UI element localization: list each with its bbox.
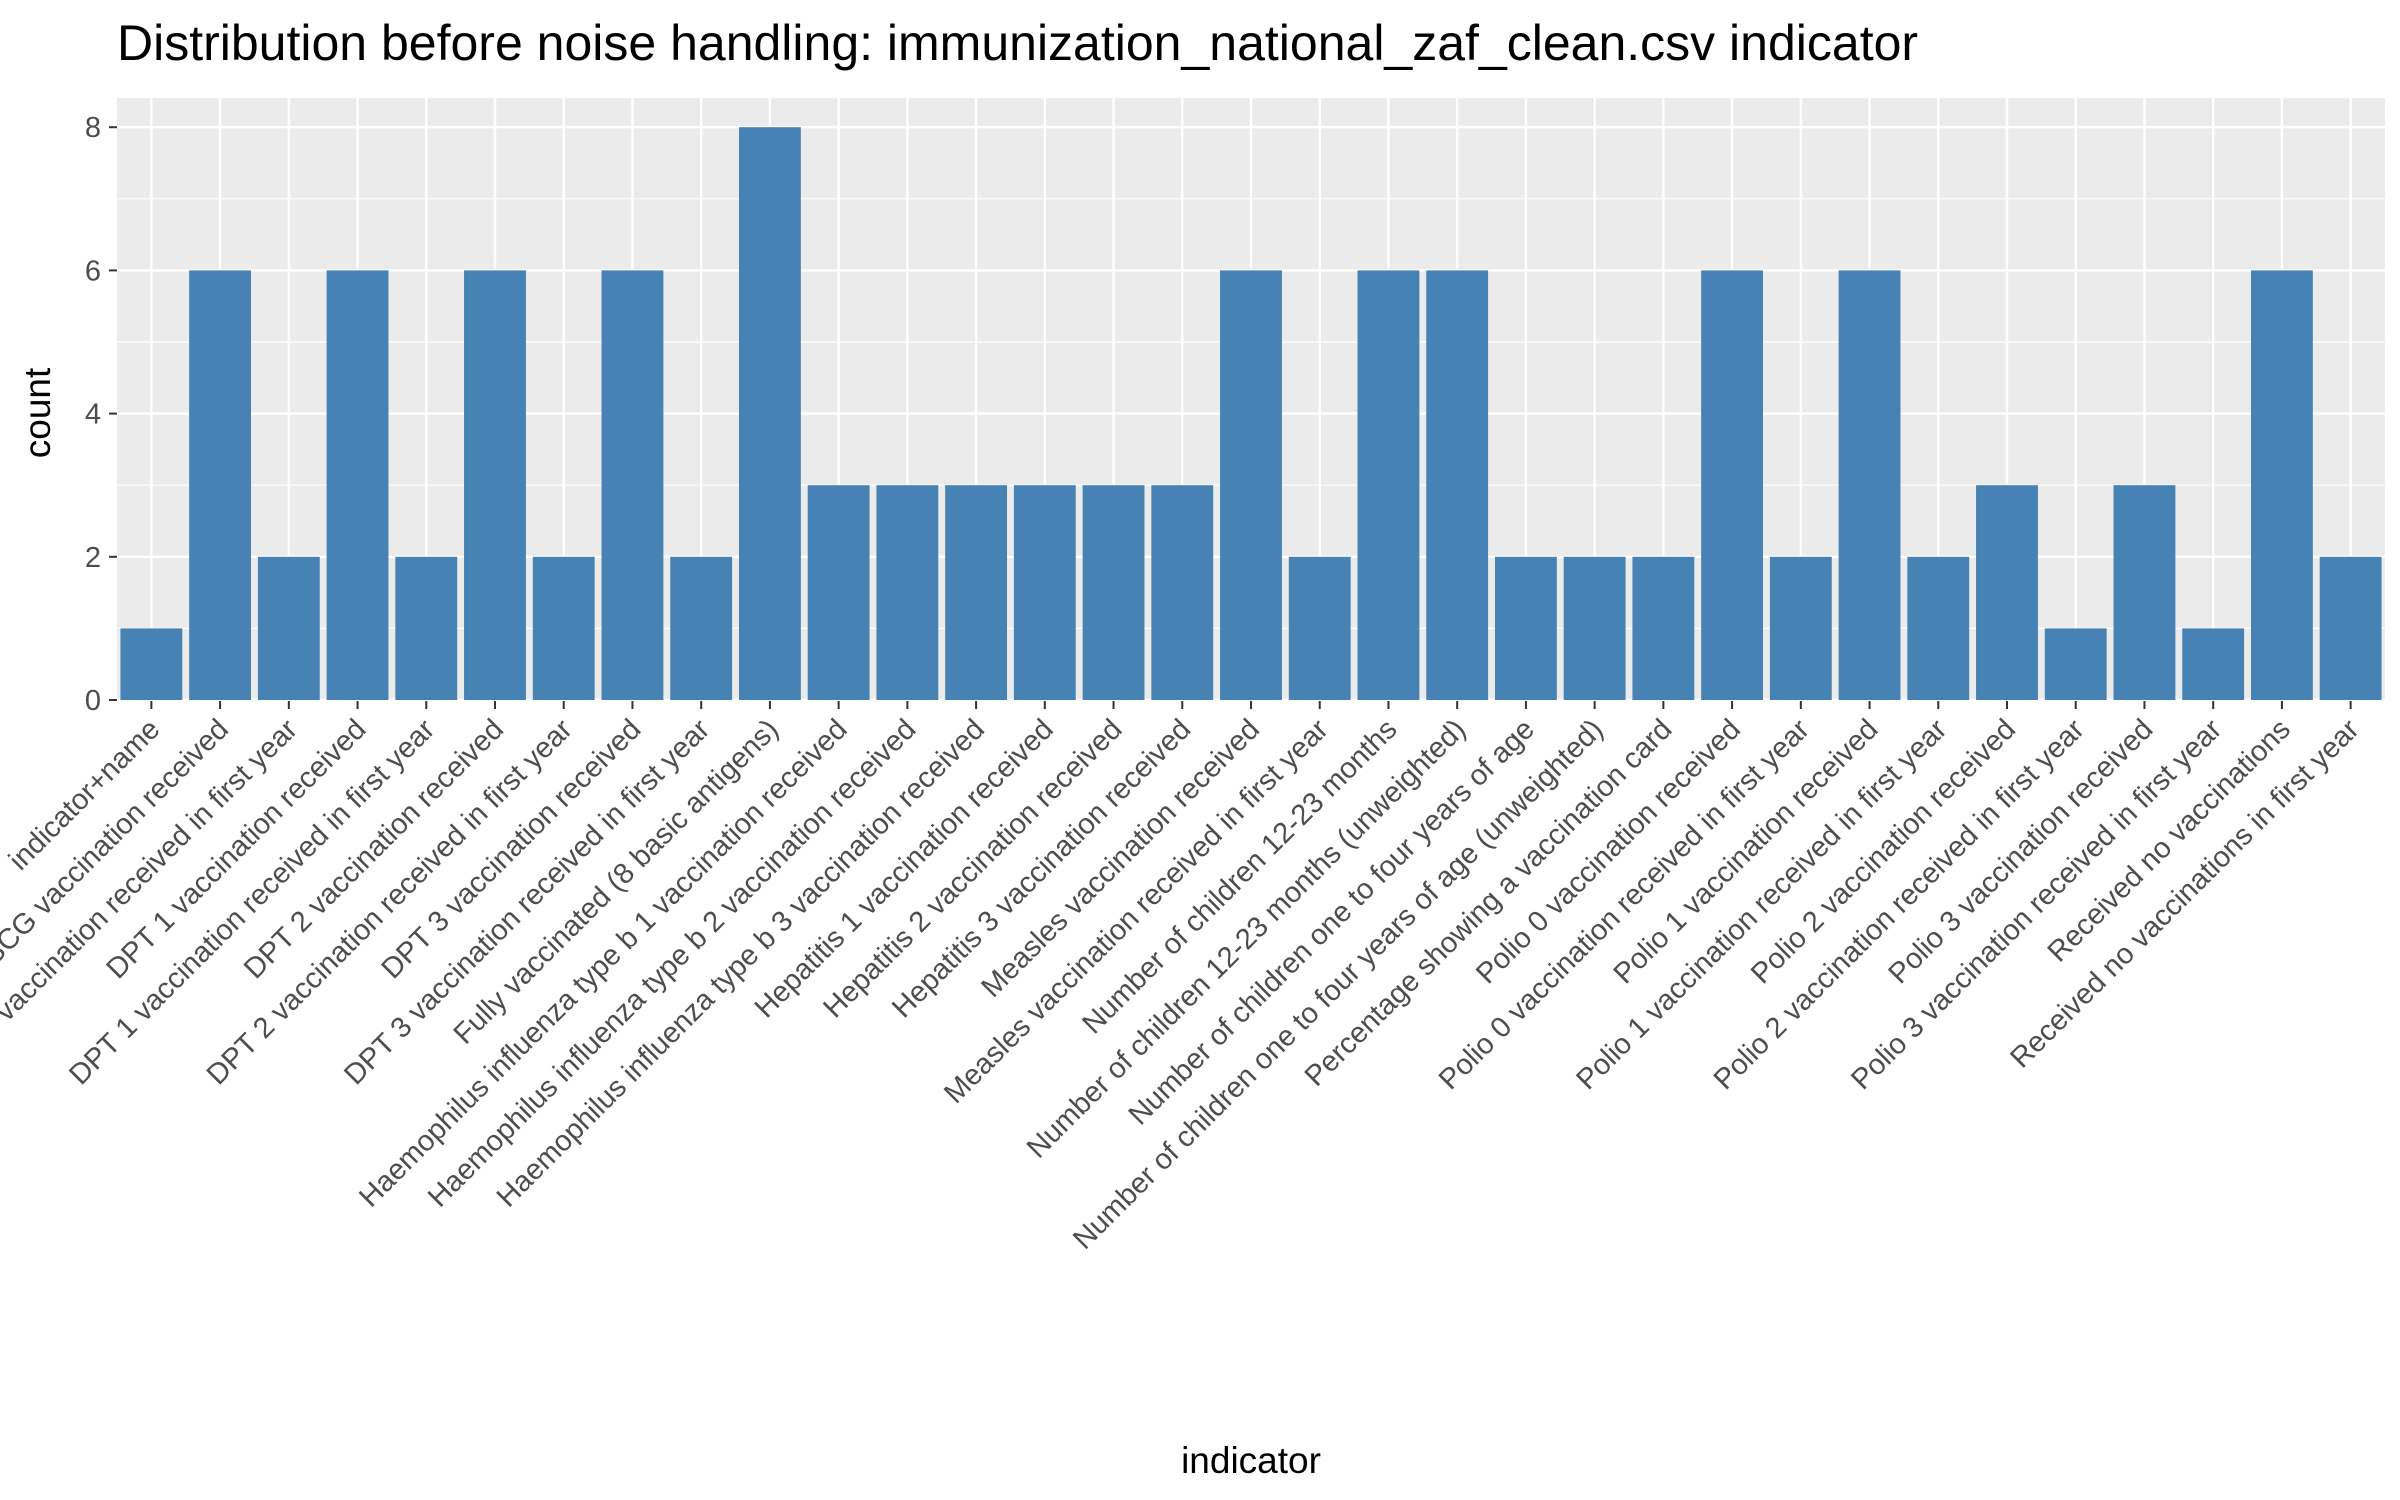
bar [601, 270, 664, 700]
bar [2250, 270, 2313, 700]
x-axis-title: indicator [1181, 1440, 1321, 1481]
bar [2182, 628, 2245, 700]
y-tick-label: 8 [85, 112, 101, 144]
bar [1976, 485, 2038, 700]
bar [1907, 556, 1970, 700]
bar [807, 485, 870, 700]
y-axis-title: count [17, 367, 58, 458]
bar [2319, 556, 2382, 700]
bar [1632, 556, 1695, 700]
bars [120, 127, 2382, 700]
bar [945, 485, 1008, 700]
bar [257, 556, 320, 700]
bar [1701, 270, 1764, 700]
bar [1220, 270, 1282, 700]
bar [326, 270, 389, 700]
bar [1426, 270, 1489, 700]
bar [532, 556, 595, 700]
bar [670, 556, 733, 700]
bar [1013, 485, 1076, 700]
bar [876, 485, 939, 700]
bar [464, 270, 526, 700]
bar [1082, 485, 1145, 700]
bar [2113, 485, 2176, 700]
y-tick-label: 0 [85, 685, 101, 717]
bar [1151, 485, 1214, 700]
bar [189, 270, 252, 700]
bar [1563, 556, 1626, 700]
bar [395, 556, 458, 700]
bar [120, 628, 183, 700]
bar [738, 127, 801, 700]
y-axis: 0 2 4 6 8 [85, 112, 117, 717]
bar [2044, 628, 2107, 700]
y-tick-label: 4 [85, 399, 101, 431]
bar [1769, 556, 1832, 700]
y-tick-label: 6 [85, 255, 101, 287]
bar [1838, 270, 1901, 700]
y-tick-label: 2 [85, 542, 101, 574]
bar [1494, 556, 1557, 700]
bar [1288, 556, 1351, 700]
chart-title: Distribution before noise handling: immu… [117, 15, 1918, 71]
bar [1357, 270, 1420, 700]
